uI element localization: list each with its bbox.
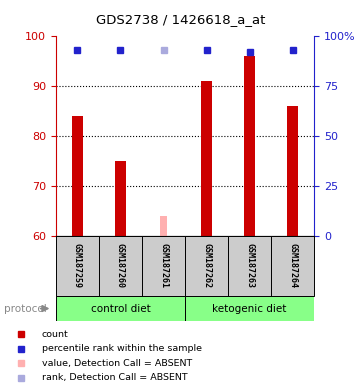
Text: GSM187259: GSM187259 (73, 243, 82, 288)
Text: GSM187260: GSM187260 (116, 243, 125, 288)
Text: count: count (42, 330, 69, 339)
Bar (287, 106, 298, 236)
Bar (185, 296, 314, 321)
Bar (56, 236, 99, 296)
Bar (244, 56, 255, 236)
Bar (201, 81, 212, 236)
Text: control diet: control diet (91, 303, 151, 314)
Bar (72, 116, 83, 236)
Text: GDS2738 / 1426618_a_at: GDS2738 / 1426618_a_at (96, 13, 265, 26)
Bar (115, 161, 126, 236)
Bar (99, 236, 142, 296)
Bar (142, 236, 185, 296)
Bar (271, 236, 314, 296)
Text: ketogenic diet: ketogenic diet (212, 303, 287, 314)
Text: GSM187264: GSM187264 (288, 243, 297, 288)
Bar (185, 236, 228, 296)
Text: GSM187262: GSM187262 (202, 243, 211, 288)
Text: protocol: protocol (4, 303, 46, 314)
Bar (160, 216, 167, 236)
Text: percentile rank within the sample: percentile rank within the sample (42, 344, 202, 353)
Text: rank, Detection Call = ABSENT: rank, Detection Call = ABSENT (42, 373, 187, 382)
Bar (228, 236, 271, 296)
Text: value, Detection Call = ABSENT: value, Detection Call = ABSENT (42, 359, 192, 368)
Bar (56, 296, 185, 321)
Text: GSM187263: GSM187263 (245, 243, 254, 288)
Text: GSM187261: GSM187261 (159, 243, 168, 288)
